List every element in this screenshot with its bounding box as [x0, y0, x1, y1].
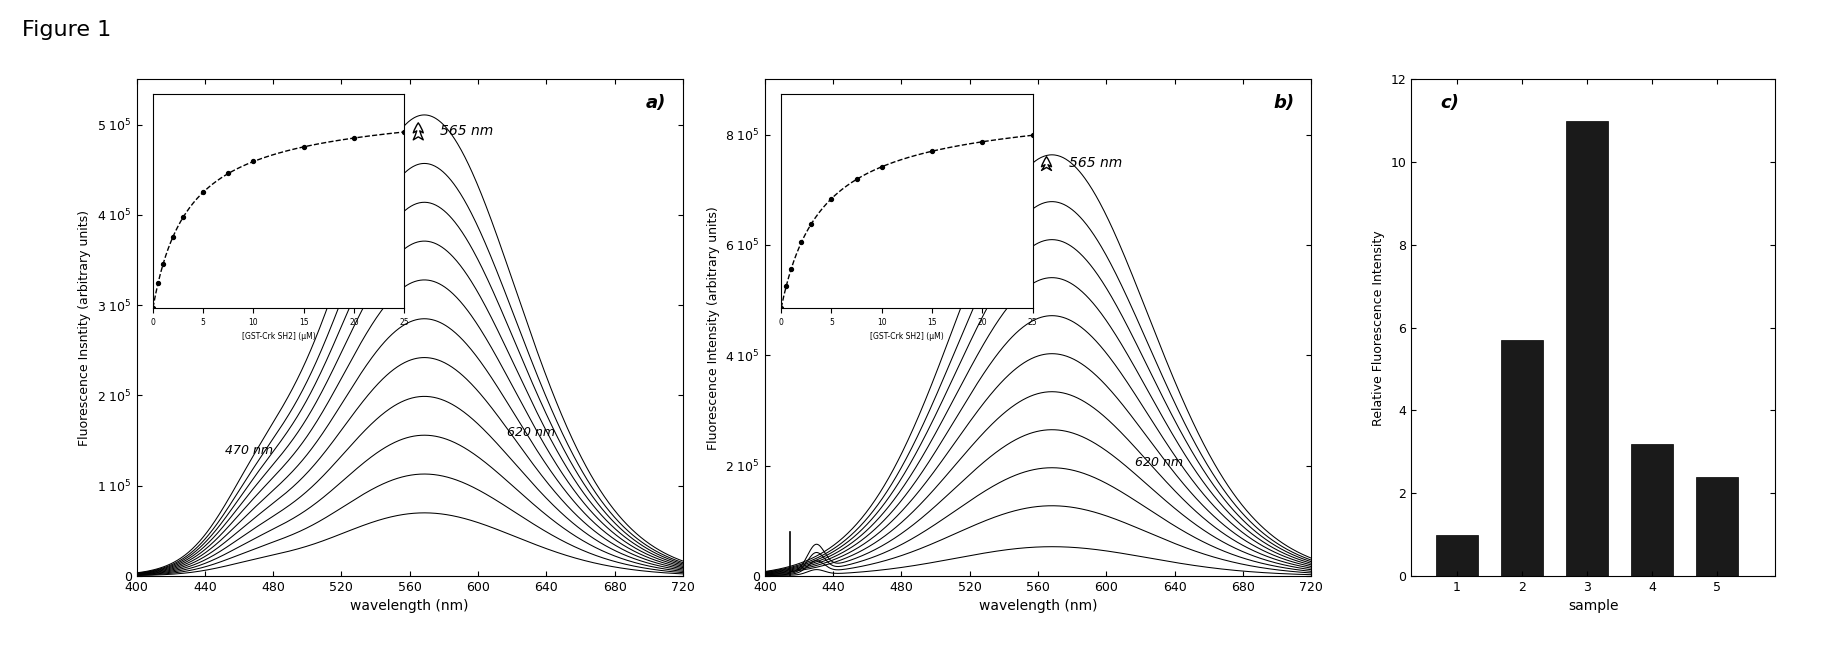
Text: 470 nm: 470 nm: [226, 444, 273, 457]
Bar: [1695, 477, 1737, 576]
X-axis label: wavelength (nm): wavelength (nm): [978, 599, 1098, 614]
Y-axis label: Fluorescence Insntity (arbitrary units): Fluorescence Insntity (arbitrary units): [78, 210, 91, 446]
Bar: [1435, 535, 1479, 576]
Text: 565 nm: 565 nm: [1069, 156, 1122, 170]
Text: 620 nm: 620 nm: [1134, 455, 1184, 469]
Bar: [1632, 444, 1673, 576]
Text: c): c): [1440, 95, 1459, 113]
Text: Figure 1: Figure 1: [22, 20, 111, 40]
Bar: [1501, 340, 1542, 576]
Bar: [1566, 121, 1608, 576]
Text: b): b): [1273, 95, 1295, 113]
Y-axis label: Fluorescence Intensity (arbitrary units): Fluorescence Intensity (arbitrary units): [707, 206, 719, 449]
Y-axis label: Relative Fluorescence Intensity: Relative Fluorescence Intensity: [1371, 230, 1386, 426]
Text: 620 nm: 620 nm: [506, 426, 555, 439]
Text: 565 nm: 565 nm: [441, 124, 493, 138]
X-axis label: wavelength (nm): wavelength (nm): [350, 599, 470, 614]
X-axis label: sample: sample: [1568, 599, 1619, 614]
Text: a): a): [646, 95, 666, 113]
